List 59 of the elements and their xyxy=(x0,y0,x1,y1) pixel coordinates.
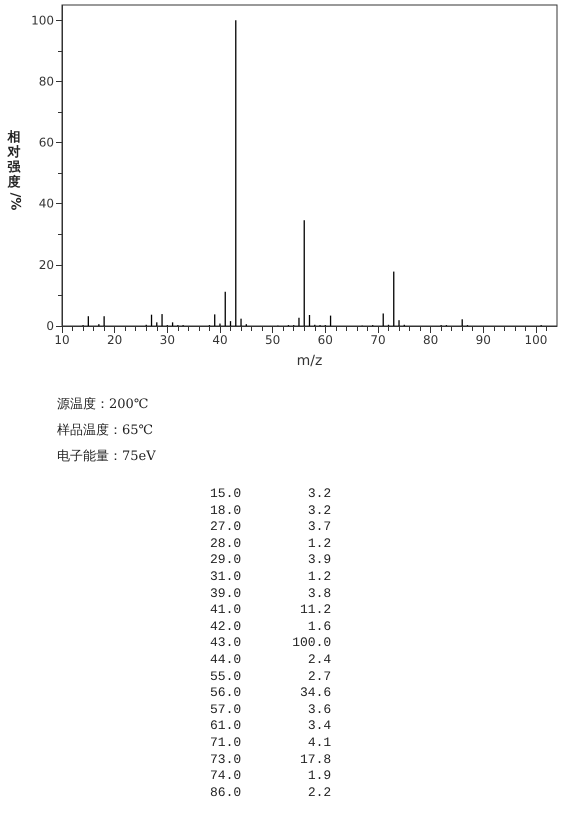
x-axis-title: m/z xyxy=(296,353,322,369)
x-tick-label: 90 xyxy=(476,333,491,347)
x-tick-label: 40 xyxy=(212,333,228,347)
text: 17.8 xyxy=(299,752,332,768)
x-tick-label: 20 xyxy=(107,333,122,347)
text: 29.0 xyxy=(210,552,242,569)
x-tick-label: 100 xyxy=(524,333,548,347)
text: 55.0 xyxy=(210,668,242,686)
text: 56.0 xyxy=(210,685,242,702)
text: 18.0 xyxy=(210,502,242,520)
text: 42.0 xyxy=(210,618,242,636)
x-tick-label: 30 xyxy=(160,333,175,347)
y-tick-label: 40 xyxy=(38,196,54,211)
text: 27.0 xyxy=(210,519,242,536)
text: 61.0 xyxy=(210,718,242,735)
text: 74.0 xyxy=(210,768,242,785)
text: 4.1 xyxy=(306,734,332,752)
text: 源温度：200℃ xyxy=(57,396,150,414)
y-tick-label: 0 xyxy=(46,319,54,333)
text: 1.2 xyxy=(306,536,332,552)
text: 44.0 xyxy=(210,652,242,669)
text: 28.0 xyxy=(210,536,242,552)
text: 11.2 xyxy=(299,602,332,619)
text: 73.0 xyxy=(210,752,242,768)
text: 57.0 xyxy=(210,702,242,718)
text: 86.0 xyxy=(210,784,242,802)
text: 39.0 xyxy=(210,586,242,602)
text: 71.0 xyxy=(210,734,242,752)
y-tick-label: 20 xyxy=(38,258,54,272)
text: 34.6 xyxy=(299,685,332,702)
text: 2.4 xyxy=(306,652,332,669)
text: 3.9 xyxy=(306,552,332,569)
text: 100.0 xyxy=(291,635,332,652)
text: 1.2 xyxy=(306,568,332,586)
text: 电子能量：75eV xyxy=(57,448,156,466)
text: 3.2 xyxy=(306,502,332,520)
text: 3.2 xyxy=(306,486,332,503)
y-tick-label: 80 xyxy=(38,74,54,88)
x-tick-label: 80 xyxy=(422,333,438,347)
text: 2.2 xyxy=(306,784,332,802)
text: 3.7 xyxy=(306,519,332,536)
x-tick-label: 60 xyxy=(318,333,333,347)
text: 样品温度：65℃ xyxy=(57,422,154,440)
text: 2.7 xyxy=(306,668,332,686)
x-tick-label: 10 xyxy=(54,333,70,347)
y-axis-title: 相对强度/% xyxy=(6,130,22,210)
text: 31.0 xyxy=(210,568,242,586)
x-tick-label: 70 xyxy=(370,333,386,347)
text: 1.6 xyxy=(306,618,332,636)
text: 41.0 xyxy=(210,602,242,619)
x-tick-label: 50 xyxy=(265,333,280,347)
text: 43.0 xyxy=(210,635,242,652)
text: 1.9 xyxy=(306,768,332,785)
text: 3.8 xyxy=(306,586,332,602)
text: 15.0 xyxy=(210,486,242,503)
y-tick-label: 100 xyxy=(31,13,54,28)
text: 3.6 xyxy=(306,702,332,718)
text: 3.4 xyxy=(306,718,332,735)
y-tick-label: 60 xyxy=(38,136,54,150)
